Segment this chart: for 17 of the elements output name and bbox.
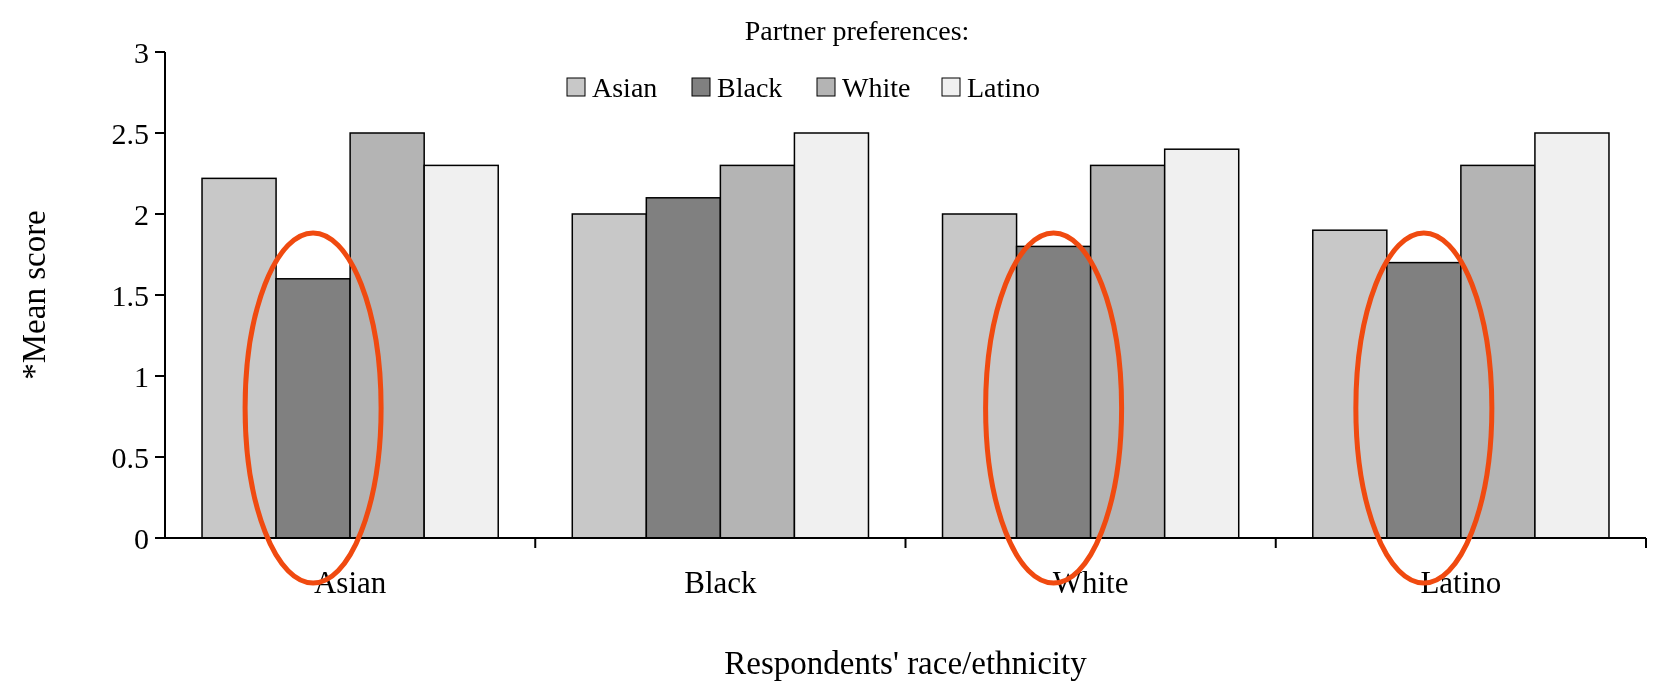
y-tick-label: 1.5	[111, 278, 149, 312]
y-axis-title: *Mean score	[16, 210, 52, 380]
y-tick-label: 0	[134, 521, 149, 555]
x-tick-label: Asian	[313, 565, 387, 600]
x-axis-title: Respondents' race/ethnicity	[724, 645, 1088, 681]
legend-title: Partner preferences:	[744, 14, 970, 46]
y-tick-label: 1	[134, 359, 149, 393]
y-tick-label: 3	[134, 35, 149, 69]
x-tick-label: Black	[684, 565, 758, 600]
legend-label: Latino	[967, 71, 1041, 103]
y-tick-label: 2.5	[111, 116, 149, 150]
x-tick-label: Latino	[1420, 565, 1502, 600]
legend-label: Black	[717, 71, 783, 103]
legend-label: Asian	[592, 71, 658, 103]
legend-label: White	[842, 71, 911, 103]
y-tick-label: 2	[134, 197, 149, 231]
y-tick-label: 0.5	[111, 440, 149, 474]
